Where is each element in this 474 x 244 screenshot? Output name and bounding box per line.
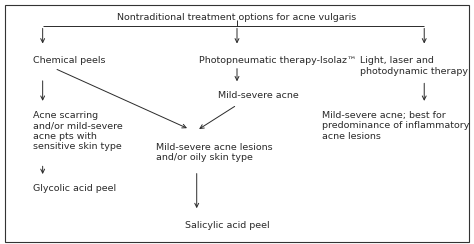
- Text: Mild-severe acne: Mild-severe acne: [218, 92, 299, 101]
- Text: Glycolic acid peel: Glycolic acid peel: [33, 184, 116, 193]
- Text: Chemical peels: Chemical peels: [33, 56, 106, 65]
- Text: Mild-severe acne lesions
and/or oily skin type: Mild-severe acne lesions and/or oily ski…: [156, 143, 273, 162]
- Text: Photopneumatic therapy-Isolaz™: Photopneumatic therapy-Isolaz™: [199, 56, 356, 65]
- Text: Acne scarring
and/or mild-severe
acne pts with
sensitive skin type: Acne scarring and/or mild-severe acne pt…: [33, 111, 123, 151]
- Text: Light, laser and
photodynamic therapy: Light, laser and photodynamic therapy: [360, 56, 468, 76]
- Text: Nontraditional treatment options for acne vulgaris: Nontraditional treatment options for acn…: [118, 13, 356, 22]
- Text: Mild-severe acne; best for
predominance of inflammatory
acne lesions: Mild-severe acne; best for predominance …: [322, 111, 470, 141]
- Text: Salicylic acid peel: Salicylic acid peel: [185, 221, 270, 230]
